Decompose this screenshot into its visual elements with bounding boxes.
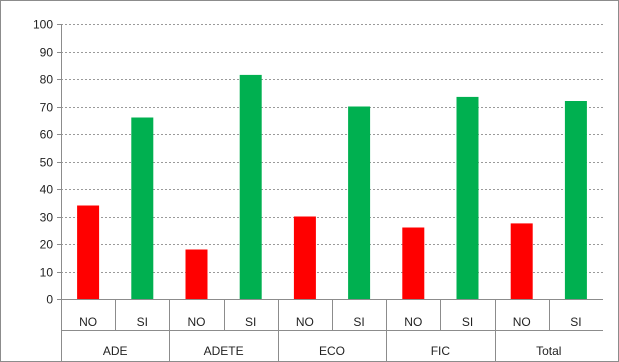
x-sub-label: NO: [188, 315, 206, 329]
x-sub-label: NO: [404, 315, 422, 329]
x-group-label: ECO: [319, 344, 345, 358]
x-group-label: ADETE: [204, 344, 244, 358]
x-sub-label: SI: [570, 315, 581, 329]
y-tick-label: 70: [40, 101, 54, 115]
y-tick-label: 40: [40, 183, 54, 197]
bar-adete-si: [239, 74, 262, 300]
x-sub-label: NO: [79, 315, 97, 329]
y-tick-label: 0: [46, 293, 53, 307]
bar-ade-si: [131, 117, 154, 299]
bars: [77, 74, 587, 300]
y-tick-label: 60: [40, 128, 54, 142]
bar-fic-si: [456, 96, 479, 300]
x-group-label: ADE: [103, 344, 128, 358]
x-sub-label: NO: [296, 315, 314, 329]
y-tick-label: 10: [40, 266, 54, 280]
bar-eco-no: [293, 216, 316, 299]
bar-total-si: [564, 101, 587, 299]
axes: [57, 24, 603, 361]
x-sub-label: SI: [462, 315, 473, 329]
x-group-label: Total: [536, 344, 561, 358]
labels: 0 10 20 30 40 50 60 70 80 90 100 NO SI ADE NO SI ADETE NO…: [33, 18, 582, 359]
bar-total-no: [510, 223, 533, 299]
y-tick-label: 50: [40, 156, 54, 170]
x-sub-label: SI: [353, 315, 364, 329]
bar-adete-no: [185, 249, 208, 299]
y-tick-label: 20: [40, 238, 54, 252]
bar-ade-no: [77, 205, 100, 299]
y-tick-label: 90: [40, 46, 54, 60]
y-tick-label: 30: [40, 211, 54, 225]
bar-fic-no: [402, 227, 425, 299]
y-tick-label: 80: [40, 73, 54, 87]
y-tick-label: 100: [33, 18, 53, 32]
x-sub-label: SI: [245, 315, 256, 329]
x-sub-label: SI: [137, 315, 148, 329]
x-sub-label: NO: [513, 315, 531, 329]
bar-eco-si: [348, 106, 371, 299]
x-group-label: FIC: [431, 344, 451, 358]
